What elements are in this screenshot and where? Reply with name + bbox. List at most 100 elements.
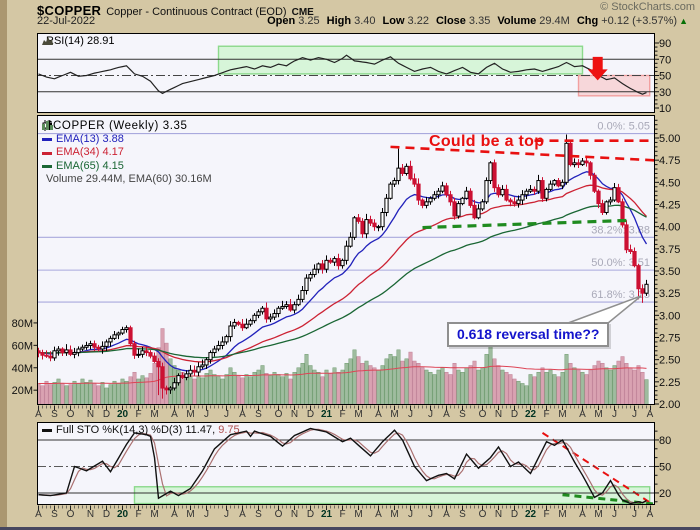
svg-text:M: M [150,409,158,420]
svg-text:38.2%: 3.88: 38.2%: 3.88 [591,224,650,236]
quote-label: High [326,15,352,27]
window-bottom-edge [0,527,700,530]
legend-row: EMA(65) 4.15 [42,160,212,173]
reversal-callout: 0.618 reversal time?? [447,322,610,347]
svg-text:A: A [375,509,382,520]
volume-ema-line [38,365,647,384]
svg-text:S: S [459,409,466,420]
svg-text:A: A [239,509,246,520]
change-up-icon: ▲ [679,16,688,26]
ohlc-quote: Open 3.25 High 3.40 Low 3.22 Close 3.35 Volume 29… [260,15,688,27]
svg-text:22: 22 [525,509,537,520]
svg-text:O: O [67,409,75,420]
svg-text:S: S [255,409,262,420]
ema-line-swatch [42,138,52,142]
svg-text:A: A [443,409,450,420]
svg-text:A: A [579,409,586,420]
legend-label: Volume 29.44M, EMA(60) 30.16M [46,172,212,185]
svg-text:50: 50 [659,461,671,473]
svg-text:A: A [35,509,42,520]
rsi-legend: RSI(14) 28.91 [42,35,114,48]
svg-text:M: M [558,409,566,420]
svg-text:D: D [307,509,314,520]
svg-text:M: M [390,409,398,420]
svg-text:D: D [511,409,518,420]
svg-text:3.75: 3.75 [659,244,680,256]
svg-text:F: F [543,509,549,520]
quote-value: 3.25 [298,15,320,27]
sto-d-value: 9.75 [215,424,240,436]
svg-text:O: O [275,409,283,420]
legend-row: Volume 29.44M, EMA(60) 30.16M [42,121,212,186]
svg-text:N: N [87,509,94,520]
svg-text:S: S [459,509,466,520]
red-down-arrow-icon [587,56,608,81]
svg-text:F: F [339,409,345,420]
svg-text:M: M [150,509,158,520]
svg-text:70: 70 [659,54,671,66]
ema-line-swatch [42,164,52,168]
quote-value: 3.40 [354,15,376,27]
svg-text:20: 20 [117,409,129,420]
svg-text:O: O [67,509,75,520]
svg-text:O: O [275,509,283,520]
svg-text:80M: 80M [12,318,33,330]
svg-text:O: O [479,409,487,420]
rsi-line [38,54,647,95]
svg-text:J: J [632,409,637,420]
chart-date: 22-Jul-2022 [37,15,96,27]
svg-text:J: J [428,509,433,520]
svg-text:N: N [291,409,298,420]
svg-text:A: A [375,409,382,420]
panel-borders [37,33,655,505]
symbol: $COPPER [37,3,102,18]
svg-text:J: J [224,509,229,520]
quote-label: Close [435,15,466,27]
price-legend: $COPPER (Weekly) 3.35 EMA(13) 3.88 EMA(34)… [42,120,212,186]
quote-value: 3.22 [407,15,429,27]
svg-text:3.50: 3.50 [659,266,680,278]
ema-line-swatch [42,151,52,155]
chart-header: $COPPER Copper - Continuous Contract (EOD… [37,2,693,18]
svg-text:50: 50 [659,71,671,83]
quote-label: Open [267,15,296,27]
svg-text:4.50: 4.50 [659,177,680,189]
svg-text:A: A [647,409,654,420]
rsi-arrow [587,56,608,81]
svg-text:3.00: 3.00 [659,310,680,322]
stockcharts-credit: © StockCharts.com [600,1,695,13]
sto-legend: Full STO %K(14,3) %D(3) 11.47, 9.75 [42,424,240,437]
svg-text:20M: 20M [12,385,33,397]
quote-value: +0.12 (+3.57%) [601,15,678,27]
svg-text:21: 21 [321,509,333,520]
svg-text:A: A [35,409,42,420]
svg-text:S: S [255,509,262,520]
svg-text:2.25: 2.25 [659,377,680,389]
svg-text:J: J [408,409,413,420]
svg-text:40M: 40M [12,363,33,375]
quote-value: 29.4M [539,15,570,27]
legend-label: $COPPER (Weekly) 3.35 [46,120,188,132]
legend-label: EMA(13) 3.88 [56,133,124,146]
svg-text:A: A [239,409,246,420]
svg-text:O: O [479,509,487,520]
svg-text:2.00: 2.00 [659,399,680,411]
svg-text:J: J [408,509,413,520]
svg-text:0.0%: 5.05: 0.0%: 5.05 [597,121,650,133]
svg-text:M: M [186,509,194,520]
svg-text:10: 10 [659,103,671,115]
svg-text:20: 20 [659,488,671,500]
svg-text:J: J [632,509,637,520]
svg-text:M: M [354,509,362,520]
svg-text:A: A [171,409,178,420]
axis-labels: 90 70 50 30 10 5.00 4.75 4.50 4.25 4.00 3.75 3.50 3.… [12,38,680,503]
candlesticks [37,134,649,399]
svg-text:4.00: 4.00 [659,222,680,234]
shaded-zones [133,45,651,505]
svg-text:D: D [511,509,518,520]
sto-legend-label: Full STO %K(14,3) %D(3) 11.47, [56,424,216,436]
sto-line-swatch [42,429,52,433]
rsi-legend-label: RSI(14) 28.91 [46,35,115,47]
